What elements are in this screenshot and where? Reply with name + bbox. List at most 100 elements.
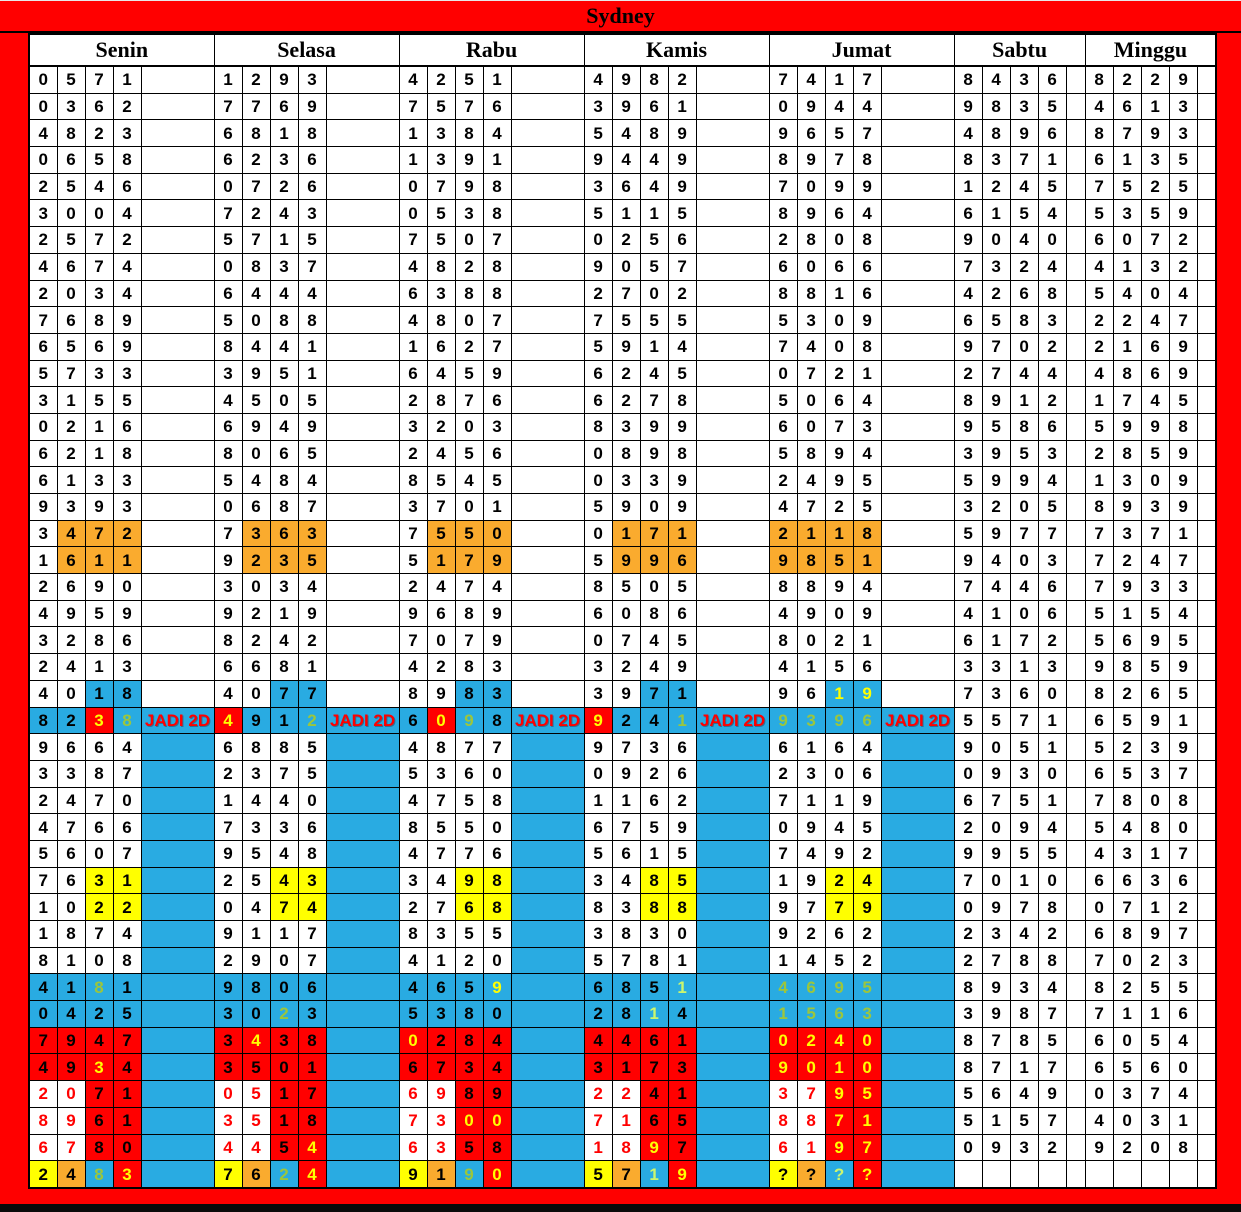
digit-cell: 9 bbox=[1140, 920, 1170, 948]
digit-cell: 7 bbox=[241, 172, 271, 201]
digit-cell: 0 bbox=[213, 1080, 243, 1108]
digit-cell: 1 bbox=[56, 973, 86, 1002]
digit-cell: 5 bbox=[1009, 439, 1039, 468]
digit-cell: 6 bbox=[824, 920, 854, 948]
digit-cell: 3 bbox=[426, 1000, 456, 1028]
digit-cell: 9 bbox=[667, 653, 697, 681]
digit-cell: 7 bbox=[611, 733, 641, 761]
digit-cell: 5 bbox=[297, 733, 327, 761]
digit-cell: 2 bbox=[1140, 65, 1170, 94]
digit-cell: 0 bbox=[1140, 279, 1170, 308]
digit-cell: 2 bbox=[1168, 893, 1198, 921]
digit-cell: 9 bbox=[824, 439, 854, 468]
digit-cell: 1 bbox=[667, 1026, 697, 1055]
gap-cell bbox=[510, 946, 585, 975]
digit-cell: 8 bbox=[112, 146, 142, 174]
digit-cell: 3 bbox=[213, 359, 243, 388]
digit-cell: 8 bbox=[768, 573, 798, 601]
digit-cell: 3 bbox=[213, 573, 243, 601]
digit-cell: 4 bbox=[426, 439, 456, 468]
digit-cell: 8 bbox=[297, 839, 327, 868]
gap-cell bbox=[325, 653, 400, 681]
digit-cell: 1 bbox=[796, 1133, 826, 1162]
digit-cell: 1 bbox=[981, 626, 1011, 655]
digit-cell: 9 bbox=[667, 813, 697, 841]
digit-cell: 0 bbox=[1009, 493, 1039, 521]
digit-cell: 3 bbox=[981, 920, 1011, 948]
gap-cell bbox=[325, 759, 400, 788]
digit-cell: 6 bbox=[112, 813, 142, 841]
digit-cell: 5 bbox=[1009, 839, 1039, 868]
digit-cell: 9 bbox=[953, 733, 983, 761]
digit-cell: 2 bbox=[1037, 920, 1067, 948]
digit-cell: 7 bbox=[768, 786, 798, 815]
digit-cell: 1 bbox=[1112, 599, 1142, 628]
gap-cell bbox=[140, 359, 215, 388]
digit-cell: 6 bbox=[1084, 706, 1114, 735]
digit-cell: 0 bbox=[1084, 1080, 1114, 1108]
digit-cell: 7 bbox=[824, 146, 854, 174]
digit-cell: 9 bbox=[768, 1053, 798, 1082]
digit-cell: 6 bbox=[639, 786, 669, 815]
digit-cell: 7 bbox=[269, 679, 299, 708]
narrow-gap-cell bbox=[1065, 920, 1086, 948]
gap-cell bbox=[695, 759, 770, 788]
narrow-gap-cell bbox=[1065, 946, 1086, 975]
digit-cell: 9 bbox=[28, 493, 58, 521]
digit-cell: 6 bbox=[1037, 573, 1067, 601]
digit-cell: 9 bbox=[482, 1080, 512, 1108]
gap-cell bbox=[880, 412, 955, 441]
gap-cell bbox=[140, 172, 215, 201]
digit-cell: 9 bbox=[112, 332, 142, 361]
digit-cell: 4 bbox=[1084, 92, 1114, 121]
digit-cell: 6 bbox=[1140, 359, 1170, 388]
digit-cell: 9 bbox=[981, 519, 1011, 548]
digit-cell: 2 bbox=[667, 65, 697, 94]
digit-cell: 9 bbox=[241, 706, 271, 735]
digit-cell: 9 bbox=[1168, 493, 1198, 521]
digit-cell: 8 bbox=[56, 119, 86, 148]
narrow-gap-cell bbox=[1065, 679, 1086, 708]
digit-cell: 2 bbox=[1112, 1133, 1142, 1162]
digit-cell: 0 bbox=[1112, 1026, 1142, 1055]
gap-cell bbox=[880, 172, 955, 201]
digit-cell: 3 bbox=[112, 359, 142, 388]
digit-cell: 2 bbox=[84, 119, 114, 148]
digit-cell: 0 bbox=[639, 573, 669, 601]
digit-cell: 5 bbox=[852, 1080, 882, 1108]
digit-cell: 8 bbox=[611, 920, 641, 948]
digit-cell: 5 bbox=[1168, 386, 1198, 414]
digit-cell: 6 bbox=[824, 733, 854, 761]
digit-cell: 3 bbox=[426, 279, 456, 308]
digit-cell: 2 bbox=[768, 759, 798, 788]
narrow-gap-cell bbox=[1065, 279, 1086, 308]
digit-cell: 9 bbox=[297, 92, 327, 121]
digit-cell: 1 bbox=[269, 920, 299, 948]
digit-cell: 6 bbox=[953, 626, 983, 655]
narrow-gap-cell bbox=[1196, 199, 1217, 228]
digit-cell: 6 bbox=[213, 279, 243, 308]
digit-cell: 5 bbox=[1112, 706, 1142, 735]
digit-cell: 7 bbox=[1140, 226, 1170, 254]
digit-cell: 1 bbox=[1084, 466, 1114, 494]
digit-cell: 8 bbox=[583, 412, 613, 441]
digit-cell: 9 bbox=[981, 439, 1011, 468]
digit-cell: 7 bbox=[56, 359, 86, 388]
digit-cell: 8 bbox=[1140, 813, 1170, 841]
digit-cell: 8 bbox=[1037, 946, 1067, 975]
digit-cell: 7 bbox=[981, 786, 1011, 815]
digit-cell: 9 bbox=[398, 599, 428, 628]
digit-cell: 1 bbox=[611, 519, 641, 548]
digit-cell: 4 bbox=[852, 439, 882, 468]
digit-cell: 8 bbox=[1112, 920, 1142, 948]
digit-cell: 7 bbox=[28, 866, 58, 895]
gap-cell bbox=[880, 866, 955, 895]
digit-cell: 1 bbox=[1168, 706, 1198, 735]
digit-cell: 8 bbox=[454, 679, 484, 708]
digit-cell: 5 bbox=[241, 1106, 271, 1135]
digit-cell: 0 bbox=[583, 519, 613, 548]
digit-cell: 0 bbox=[1037, 226, 1067, 254]
